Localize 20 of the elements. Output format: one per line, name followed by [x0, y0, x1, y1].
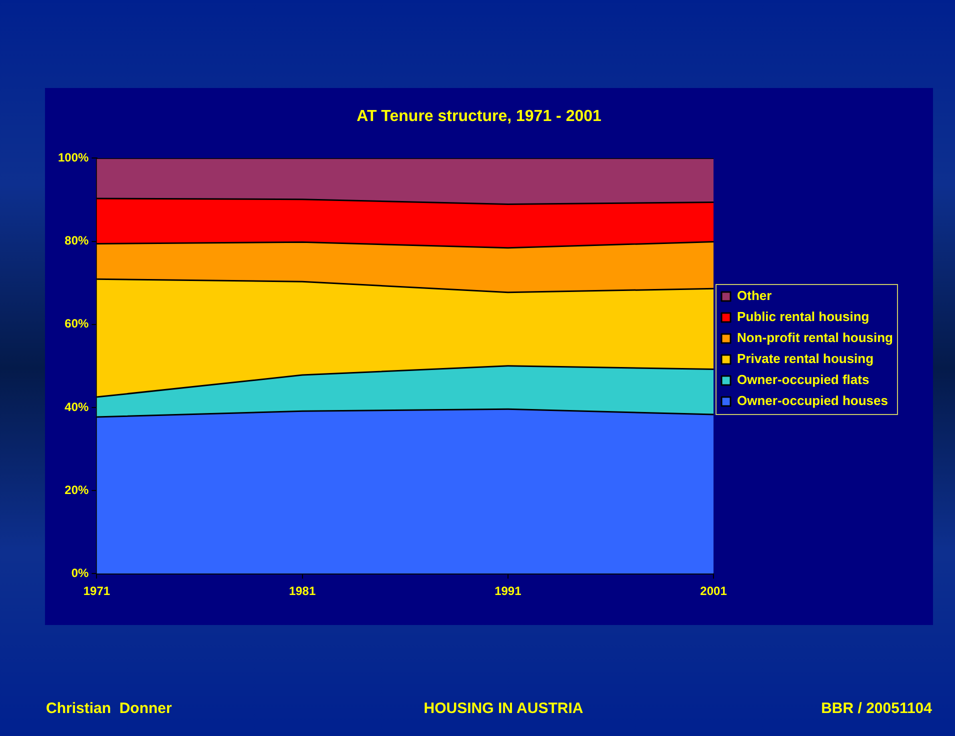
y-tick-label: 0%: [71, 566, 90, 580]
legend-label: Private rental housing: [737, 351, 874, 366]
x-tick-label: 2001: [700, 584, 728, 598]
legend-label: Public rental housing: [737, 309, 870, 324]
x-tick-label: 1971: [83, 584, 110, 598]
y-tick-label: 60%: [64, 316, 90, 331]
legend-label: Owner-occupied flats: [737, 372, 870, 388]
text: Christian Donner: [46, 700, 172, 717]
text: BBR / 20051104: [821, 700, 932, 717]
legend-label: Other: [737, 288, 772, 304]
y-tick-label: 20%: [64, 482, 90, 497]
text: HOUSING IN AUSTRIA: [424, 700, 584, 717]
x-tick-label: 1991: [494, 584, 522, 598]
y-tick-label: 40%: [64, 400, 90, 414]
x-tick-label: 1981: [288, 584, 316, 598]
chart-title: AT Tenure structure, 1971 - 2001: [356, 108, 602, 126]
y-tick-label: 80%: [64, 234, 90, 248]
legend-label: Owner-occupied houses: [737, 393, 888, 408]
y-tick-label: 100%: [58, 150, 90, 165]
legend-label: Non-profit rental housing: [737, 330, 894, 346]
